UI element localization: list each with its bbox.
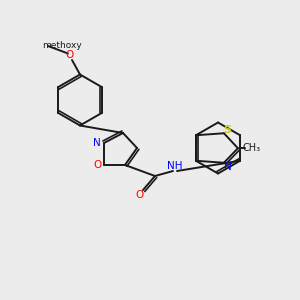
Text: CH₃: CH₃: [243, 143, 261, 153]
Text: O: O: [66, 50, 74, 60]
Text: N: N: [93, 137, 101, 148]
Text: O: O: [94, 160, 102, 170]
Text: methoxy: methoxy: [42, 40, 82, 50]
Text: NH: NH: [167, 161, 183, 171]
Text: N: N: [224, 162, 232, 172]
Text: O: O: [136, 190, 144, 200]
Text: S: S: [223, 125, 231, 135]
